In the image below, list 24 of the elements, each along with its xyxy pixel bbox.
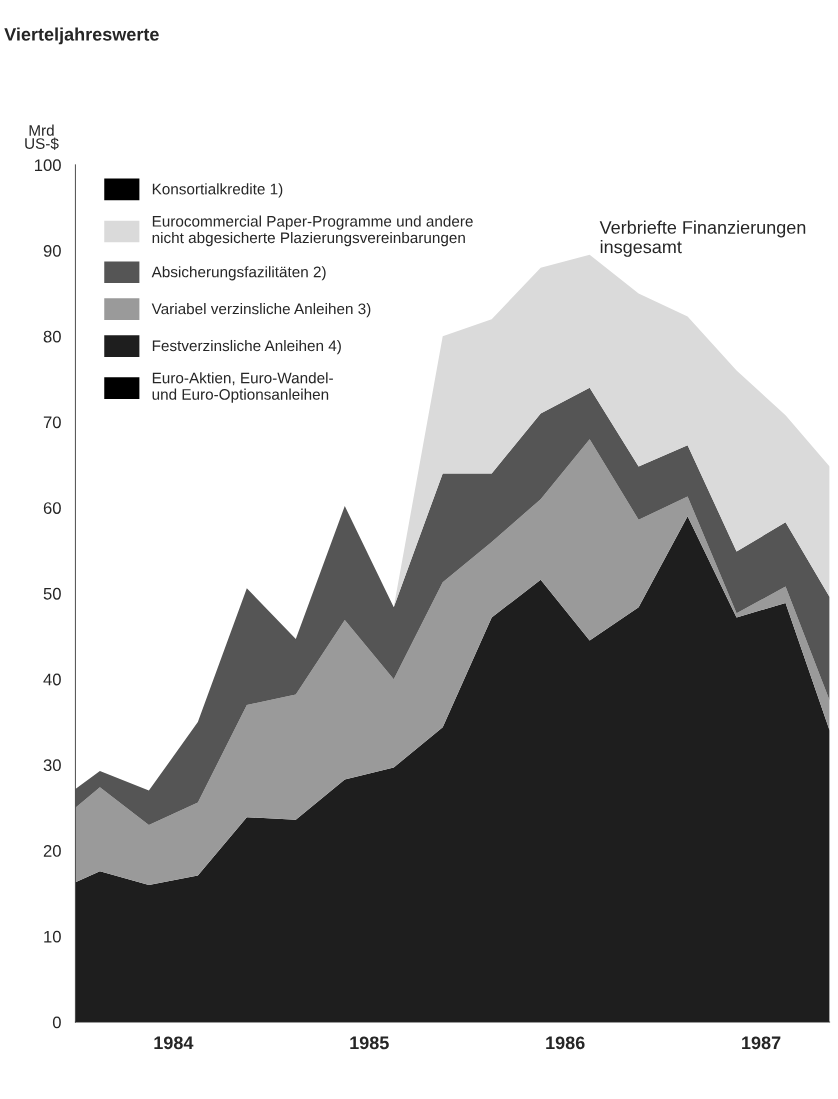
y-tick-label: 80	[43, 330, 61, 343]
y-tick-label: 10	[44, 930, 61, 943]
legend-label: Absicherungsfazilitäten 2)	[151, 266, 326, 281]
x-tick-label: 1986	[546, 1036, 585, 1050]
legend-label: Eurocommercial Paper-Programme und andere nicht abgesicherte Plazierungsvereinbarungen	[152, 215, 473, 247]
x-tick-label: 1987	[742, 1036, 781, 1050]
legend-label: Konsortialkredite 1)	[152, 183, 283, 198]
y-tick-label: 60	[43, 502, 61, 514]
legend-label: Variabel verzinsliche Anleihen 3)	[151, 303, 371, 318]
y-tick-label: 20	[43, 845, 61, 857]
y-tick-label: 30	[43, 759, 61, 772]
y-tick-label: 40	[43, 673, 61, 686]
x-tick-label: 1985	[350, 1036, 389, 1050]
y-tick-label: 100	[35, 159, 61, 172]
y-axis-title: Mrd US-$	[25, 124, 59, 150]
y-tick-label: 0	[52, 1016, 61, 1029]
chart-title: Vierteljahreswerte	[4, 27, 159, 45]
x-tick-label: 1984	[154, 1036, 194, 1050]
y-tick-label: 50	[43, 587, 61, 600]
legend-label: Euro-Aktien, Euro-Wandel- und Euro-Optionsanleihen	[152, 372, 333, 403]
legend-label: Festverzinsliche Anleihen 4)	[152, 339, 341, 355]
y-tick-label: 70	[43, 416, 61, 429]
y-tick-label: 90	[43, 244, 61, 257]
annotation: Verbriefte Finanzierungen insgesamt	[599, 220, 806, 257]
